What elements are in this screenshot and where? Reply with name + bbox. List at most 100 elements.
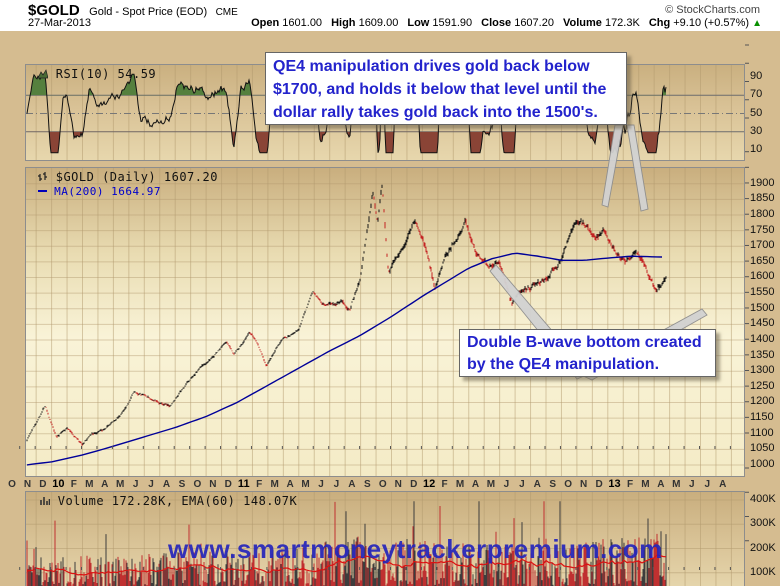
volume-bars-red [26,501,666,586]
month-label: J [704,479,711,490]
year-label: 10 [52,478,65,490]
volume-bars-icon [40,497,51,505]
quote-value: 1601.00 [279,17,323,29]
volume-tick-label: 300K [750,517,776,530]
month-label: O [8,479,16,490]
month-label: N [23,479,32,490]
copyright: © StockCharts.com [665,4,760,16]
month-label: D [224,479,232,490]
quote-label: Close [481,17,512,29]
month-label: N [580,479,588,490]
month-label: A [348,479,356,490]
chart-date: 27-Mar-2013 [28,17,91,29]
title-line: $GOLD Gold - Spot Price (EOD) CME [28,2,238,20]
month-label: M [455,479,465,490]
month-label: M [270,479,279,490]
month-label: A [533,479,541,490]
quote-label: Open [251,17,280,29]
rsi-tick-label: 10 [750,143,763,155]
quote-label: Chg [648,17,671,29]
rsi-tick-label: 90 [750,70,763,82]
volume-panel [25,491,745,586]
watermark: www.smartmoneytrackerpremium.com [168,534,663,564]
month-label: A [162,479,171,490]
quote-bar: Open 1601.00 High 1609.00 Low 1591.90 Close… [242,17,762,29]
quote-label: High [331,17,356,29]
quote-value: +9.10 (+0.57%) [670,17,750,29]
month-label: D [595,479,603,490]
month-label: F [256,479,263,490]
year-label: 12 [423,478,436,490]
price-tick-label: 1400 [750,332,775,345]
symbol-description: Gold - Spot Price (EOD) [89,6,208,18]
rsi-icon [37,69,49,79]
volume-plot [26,492,744,586]
price-tick-label: 1850 [750,192,775,205]
month-label: A [471,479,480,490]
quote-value: 172.3K [601,17,640,29]
volume-legend: Volume 172.28K, EMA(60) 148.07K [40,494,297,508]
price-tick-label: 1100 [750,426,774,439]
month-label: J [519,479,525,490]
price-tick-label: 1350 [750,348,775,361]
volume-tick-label: 200K [750,541,776,554]
rsi-oversold-fill [27,131,666,153]
chart-header: $GOLD Gold - Spot Price (EOD) CME © Stoc… [0,0,780,31]
candlestick-icon [38,172,47,181]
ma200-line [26,252,663,466]
price-tick-label: 1800 [750,207,775,220]
month-label: A [101,479,109,490]
rsi-overbought-fill [27,74,666,96]
month-label: O [378,479,387,490]
month-label: N [209,479,217,490]
month-label: S [178,479,186,490]
price-tick-label: 1550 [750,286,775,299]
month-label: D [39,479,47,490]
price-tick-label: 1900 [750,176,775,189]
price-tick-label: 1600 [750,270,775,283]
month-label: N [394,479,402,490]
month-label: F [70,479,77,490]
ma-label: MA(200) 1664.97 [54,185,161,198]
month-label: D [410,479,418,490]
month-label: J [689,479,695,490]
price-tick-label: 1700 [750,239,775,252]
month-label: M [85,479,94,490]
month-label: M [672,479,681,490]
month-label: A [657,479,665,490]
price-tick-label: 1050 [750,442,775,455]
volume-tick-label: 100K [750,565,776,578]
price-tick-label: 1650 [750,254,775,267]
price-tick-label: 1200 [750,395,775,408]
price-tick-label: 1000 [750,457,775,470]
price-label: $GOLD (Daily) 1607.20 [55,170,218,184]
month-label: J [503,479,510,490]
quote-value: 1609.00 [355,17,399,29]
rsi-tick-label: 50 [750,106,763,119]
month-label: S [549,479,557,490]
quote-label: Low [407,17,430,29]
month-label: M [641,479,650,490]
volume-tick-label: 400K [750,493,776,505]
price-panel [25,167,745,477]
qe4-annotation: QE4 manipulation drives gold back below … [265,52,627,125]
rsi-label: RSI(10) 54.59 [55,67,157,81]
month-label: O [564,479,573,490]
month-label: M [115,479,125,490]
price-legend: $GOLD (Daily) 1607.20 [38,170,218,184]
symbol: $GOLD [28,2,80,19]
month-label: A [286,479,294,490]
price-tick-label: 1450 [750,317,775,330]
ma-line-swatch [38,190,47,192]
bwave-annotation: Double B-wave bottom created by the QE4 … [459,329,716,377]
volume-label: Volume 172.28K, EMA(60) 148.07K [57,494,298,508]
quote-value: 1607.20 [511,17,554,29]
exchange-label: CME [215,7,238,18]
month-label: M [486,479,496,490]
price-plot [26,168,744,476]
volume-bars-dark [28,501,667,586]
month-label: F [441,479,448,490]
month-label: J [132,479,139,490]
month-label: M [301,479,310,490]
